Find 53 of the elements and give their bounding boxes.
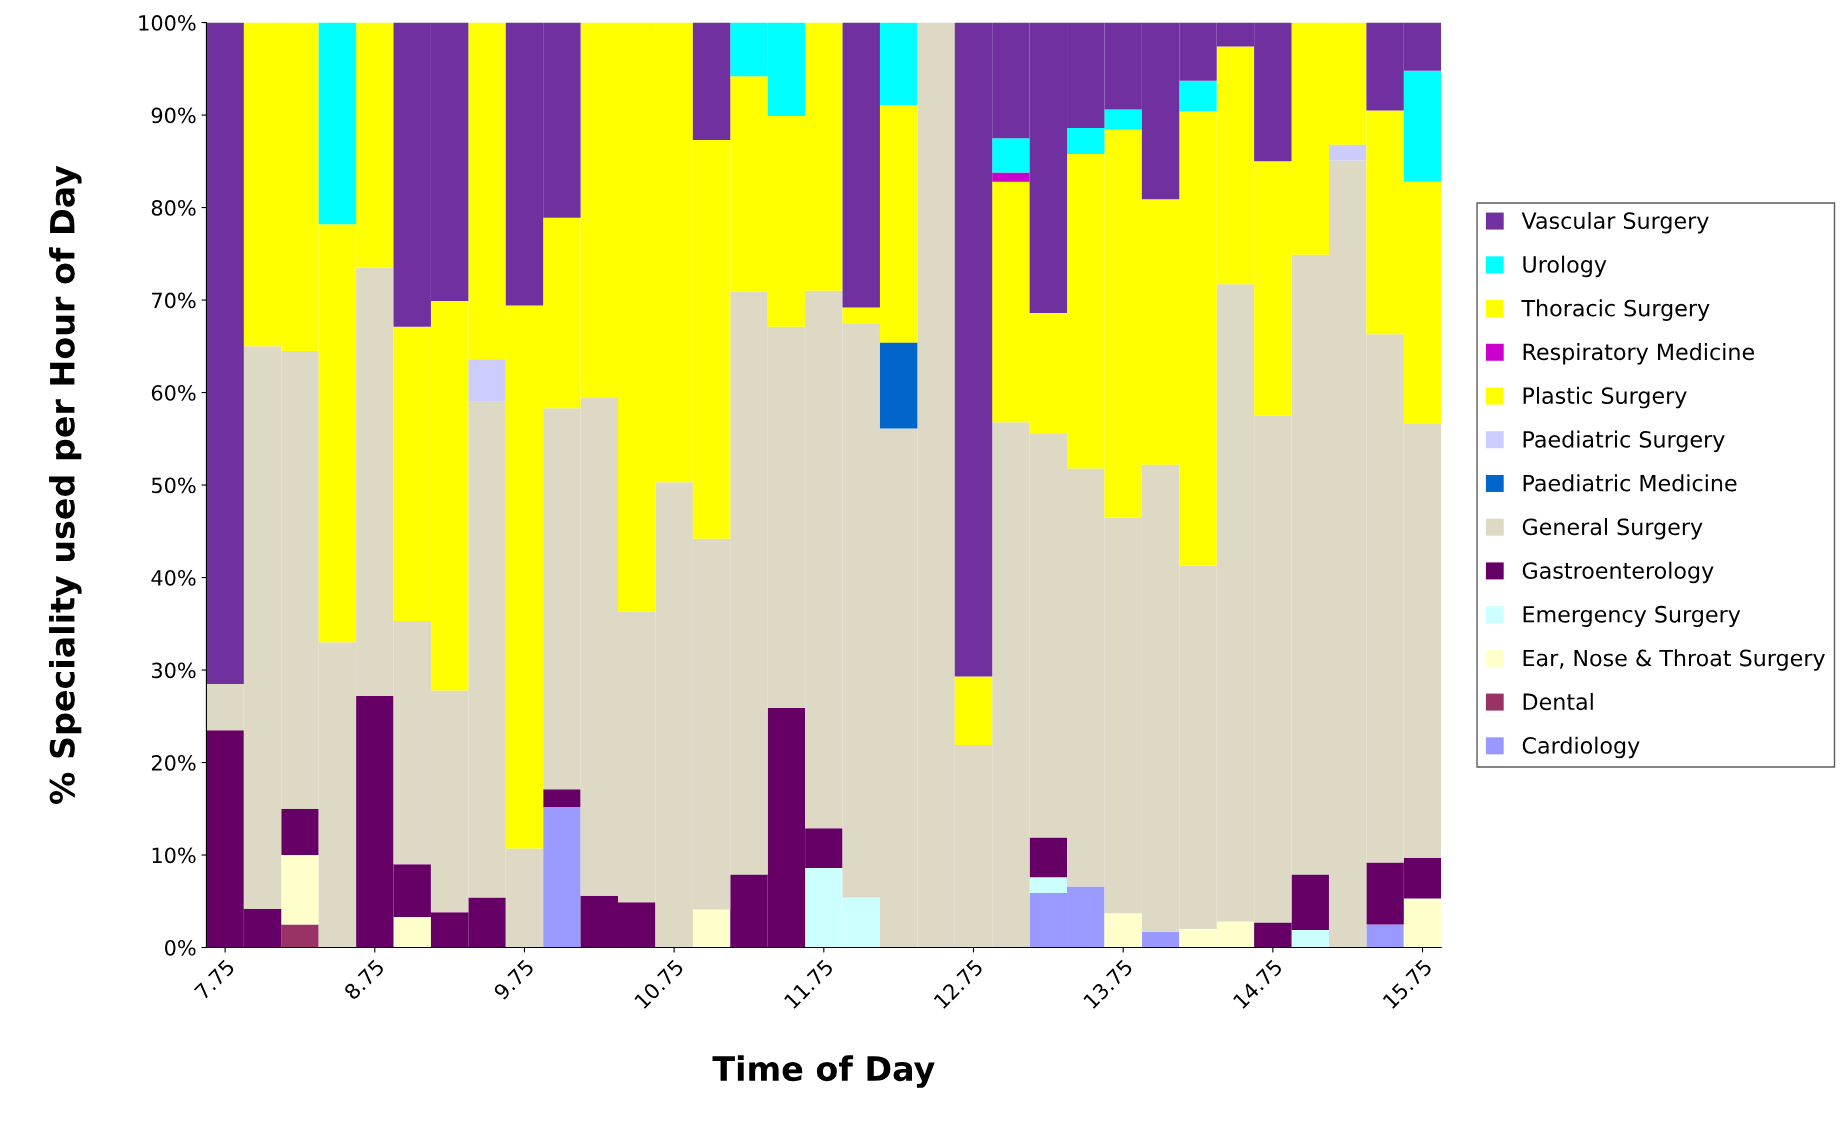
x-axis-title: Time of Day [712,1055,935,1088]
bar [992,138,1030,173]
bar [1029,877,1068,893]
legend-label: Ear, Nose & Throat Surgery [1523,649,1825,671]
bar [692,909,731,948]
bar [692,22,731,141]
bar [1366,924,1404,948]
legend-label: Emergency Surgery [1523,605,1741,627]
bar [543,789,581,807]
legend-label: Urology [1523,255,1607,278]
y-tick-label: 60% [151,385,196,401]
legend-label: Respiratory Medicine [1523,343,1754,365]
bar [879,22,918,105]
legend-label: General Surgery [1522,518,1703,540]
bar [879,342,918,429]
legend-label: Vascular Surgery [1521,211,1709,234]
bar [1291,929,1329,948]
bar [318,22,357,225]
y-tick-label: 100% [139,15,196,31]
bar [206,22,244,684]
legend-label: Thoracic Surgery [1521,299,1710,321]
bar [1328,144,1367,161]
y-tick-label: 0% [165,939,196,956]
y-tick-label: 10% [152,847,196,864]
legend-label: Gastroenterology [1522,561,1714,584]
bar [281,855,319,925]
bar [1141,931,1180,948]
y-tick-label: 70% [152,292,196,309]
bar [393,917,431,948]
bar [1403,898,1442,948]
y-tick-label: 40% [151,569,196,586]
bar [1104,913,1142,948]
y-tick-label: 30% [151,662,196,679]
legend-label: Paediatric Medicine [1523,474,1737,492]
bar [468,359,506,402]
y-tick-label: 80% [151,200,196,216]
bar [543,806,581,948]
bar [281,924,319,948]
legend-label: Cardiology [1522,736,1640,759]
bar [1179,80,1217,112]
legend-label: Paediatric Surgery [1523,430,1725,453]
bar [992,172,1030,182]
y-tick-label: 50% [152,477,196,494]
y-axis-title: % Speciality used per Hour of Day [49,165,82,804]
bar [842,22,880,308]
y-tick-label: 20% [151,754,196,771]
bar [954,676,993,745]
bar [1029,837,1068,878]
legend-label: Plastic Surgery [1523,386,1687,409]
legend-label: Dental [1523,692,1593,711]
bar [281,808,319,856]
bar [1403,70,1442,182]
y-tick-label: 90% [151,107,196,124]
